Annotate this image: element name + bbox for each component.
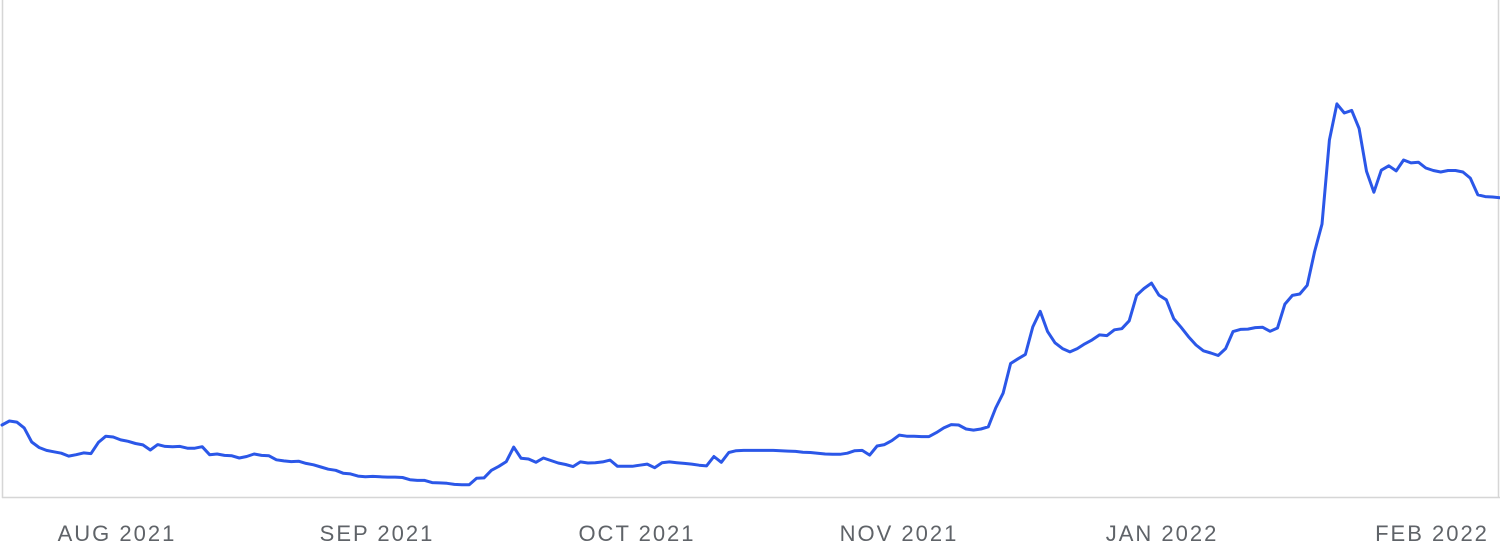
series-group [0,102,1500,487]
x-tick-label: AUG 2021 [58,521,177,546]
x-tick-labels: AUG 2021 SEP 2021 OCT 2021 NOV 2021 JAN 2022… [58,521,1489,546]
x-tick-label: OCT 2021 [578,521,695,546]
series-line-1 [0,102,1500,487]
x-tick-label: NOV 2021 [840,521,959,546]
x-tick-label: JAN 2022 [1106,521,1219,546]
x-tick-label: SEP 2021 [320,521,435,546]
x-tick-label: FEB 2022 [1375,521,1489,546]
